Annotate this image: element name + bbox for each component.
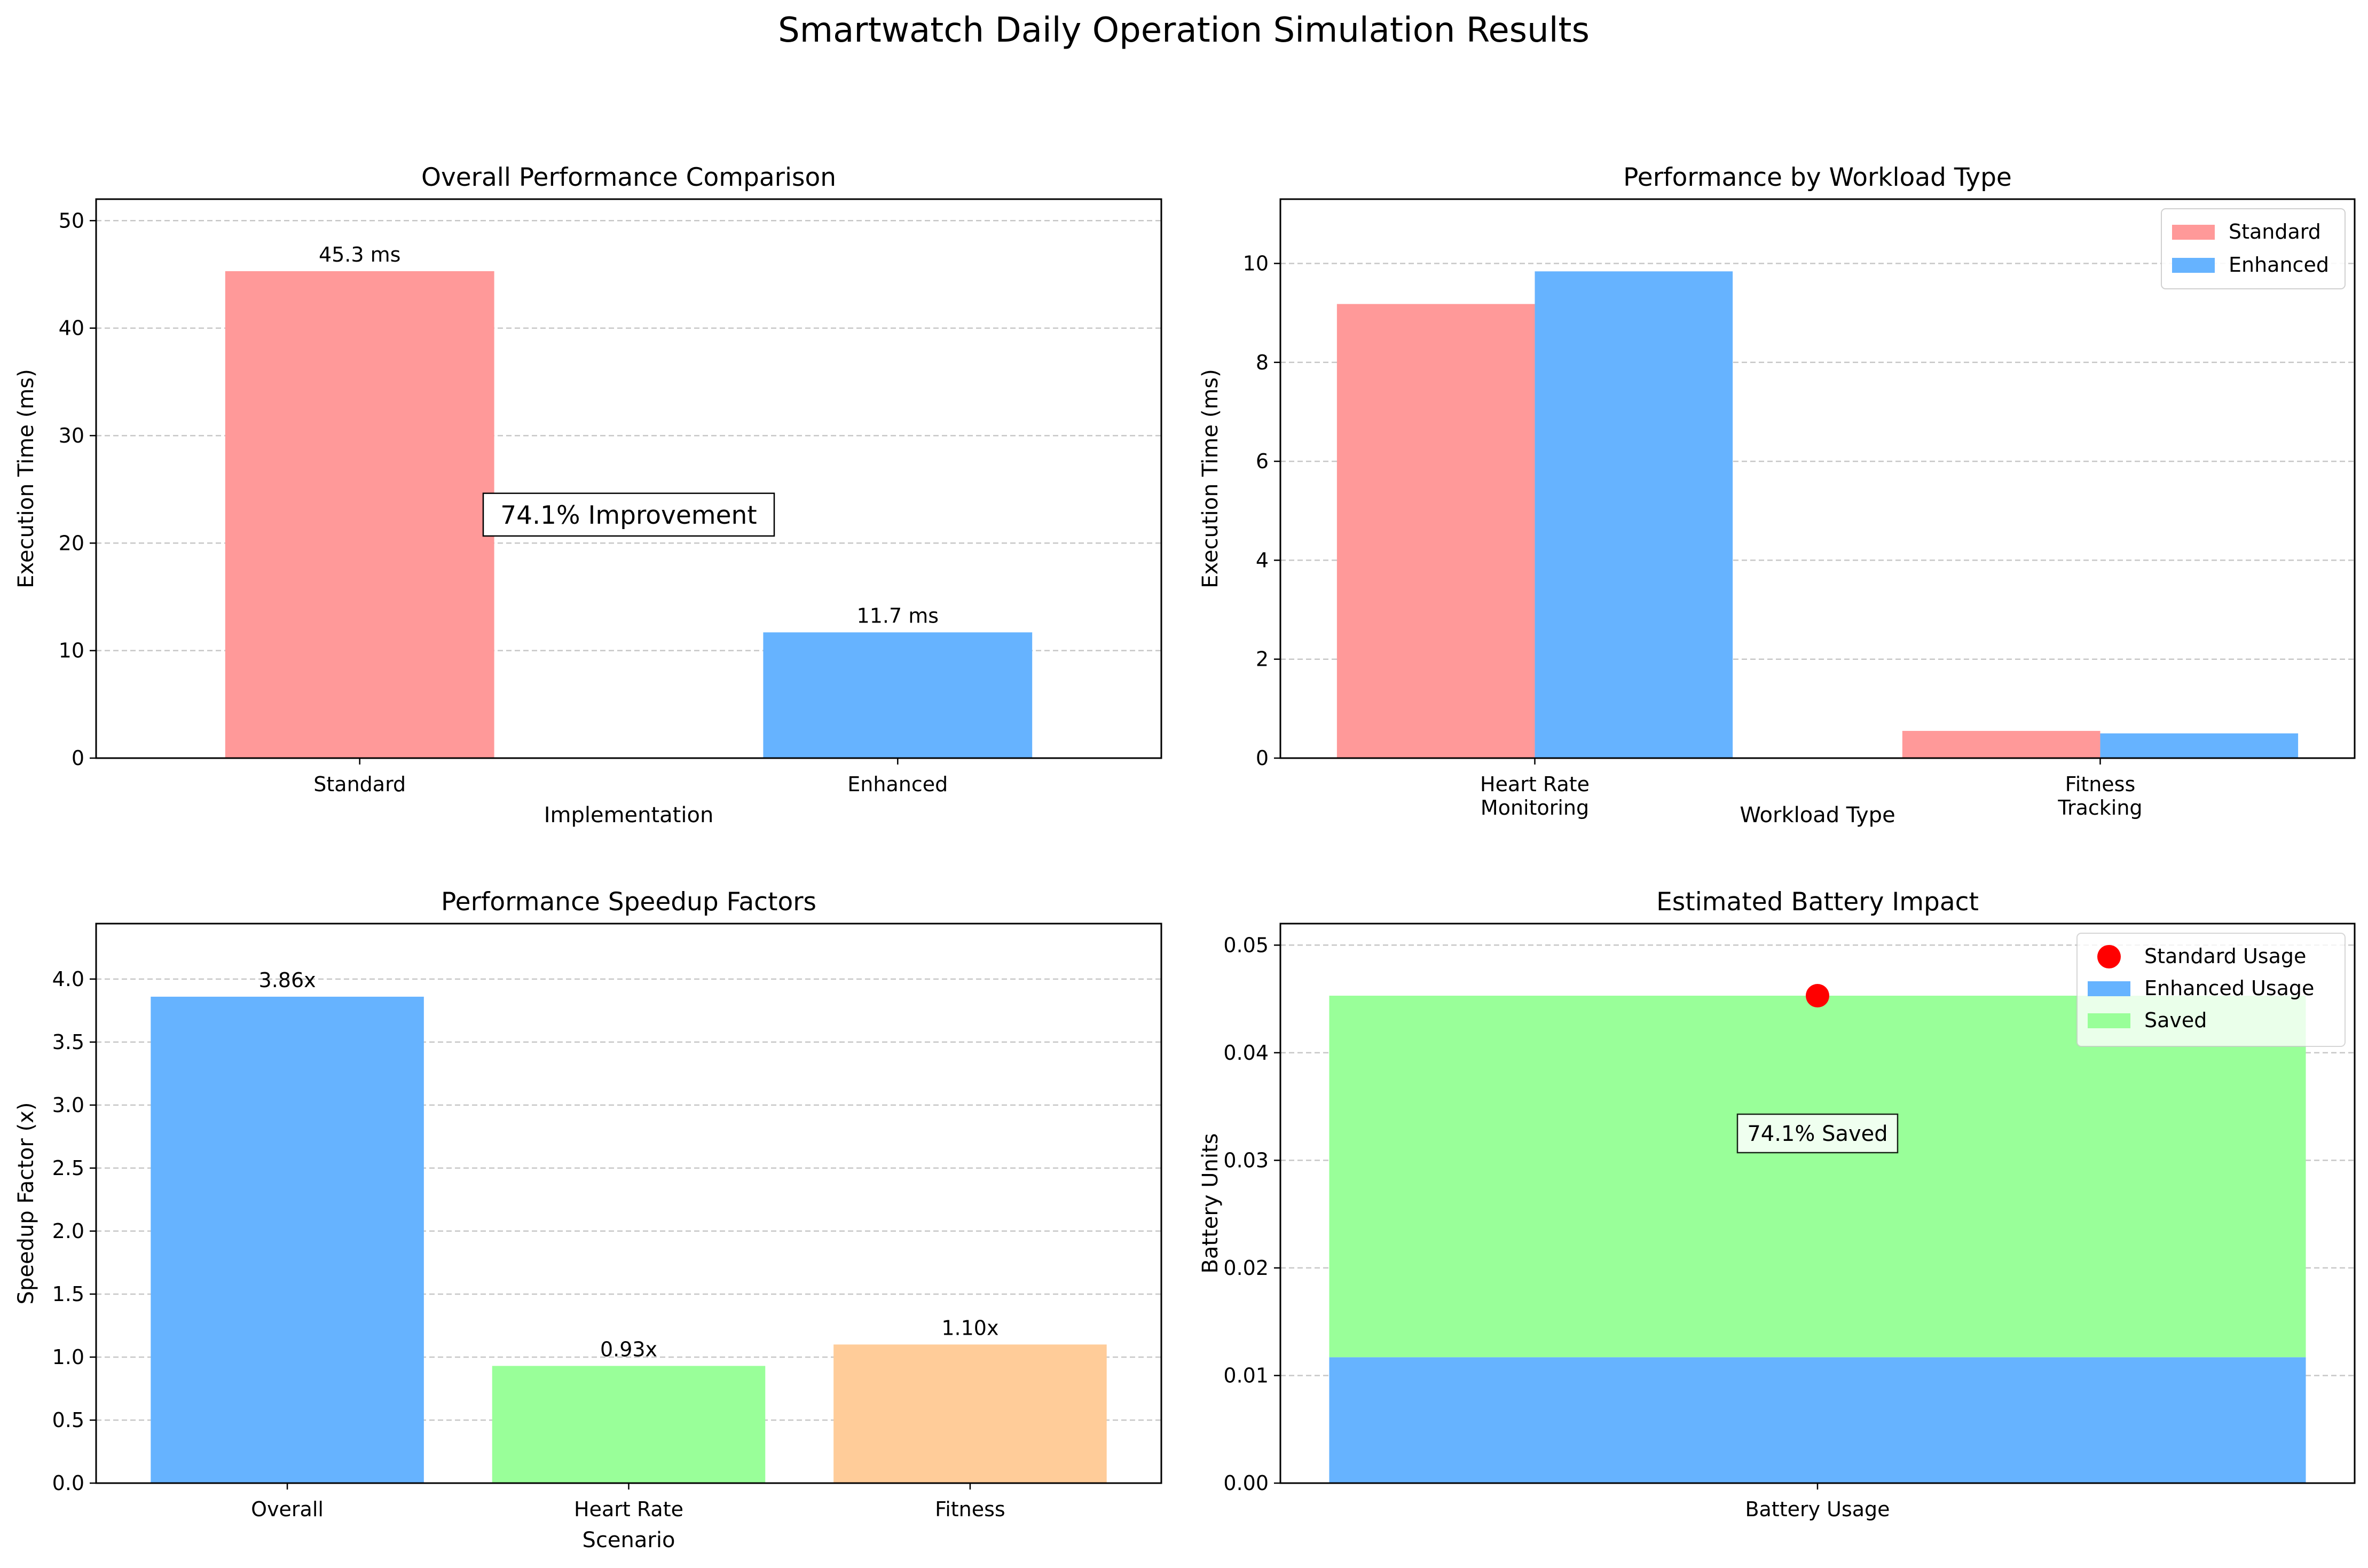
- overall-title: Overall Performance Comparison: [421, 163, 836, 192]
- overall-annotation-box: [482, 492, 775, 537]
- battery-legend-label: Enhanced Usage: [2144, 976, 2314, 1000]
- battery-legend-label: Standard Usage: [2144, 944, 2306, 968]
- speedup-bar: [833, 1344, 1107, 1483]
- overall-annotation: 74.1% Improvement: [500, 501, 757, 530]
- overall-xlabel: Implementation: [544, 803, 714, 828]
- workload-xtick-label: Monitoring: [1481, 796, 1589, 820]
- workload-legend-label: Standard: [2229, 220, 2321, 243]
- speedup-xlabel: Scenario: [583, 1528, 675, 1553]
- speedup-ytick-label: 2.5: [52, 1156, 84, 1180]
- workload-bar-enhanced: [2100, 733, 2299, 758]
- speedup-axes-frame: [95, 923, 1162, 1484]
- workload-bar-standard: [1902, 731, 2100, 758]
- workload-ytick-label: 6: [1256, 450, 1269, 473]
- workload-ytick-label: 10: [1243, 251, 1269, 275]
- speedup-ytick-label: 3.5: [52, 1030, 84, 1054]
- chart-workload: 0 2 4 6 8 10 Performance by Workload Type Execu…: [1198, 163, 2356, 828]
- chart-overall: 0 10 20 30 40 50 Overall Performance Compariso…: [14, 163, 1162, 828]
- workload-axes-frame: [1279, 198, 2356, 759]
- speedup-value-label: 1.10x: [941, 1316, 998, 1340]
- workload-xlabel: Workload Type: [1740, 803, 1895, 828]
- overall-ylabel: Execution Time (ms): [14, 369, 38, 588]
- speedup-bar: [492, 1366, 766, 1483]
- speedup-xtick-label: Overall: [251, 1498, 324, 1521]
- battery-annotation: 74.1% Saved: [1747, 1122, 1887, 1146]
- battery-title: Estimated Battery Impact: [1656, 887, 1979, 917]
- battery-annotation-box: [1736, 1113, 1899, 1154]
- speedup-ytick-label: 1.0: [52, 1345, 84, 1369]
- battery-ytick-label: 0.03: [1223, 1148, 1269, 1172]
- overall-bar: [763, 632, 1033, 758]
- overall-value-label: 11.7 ms: [857, 604, 939, 627]
- speedup-xtick-label: Fitness: [935, 1498, 1005, 1521]
- figure-title: Smartwatch Daily Operation Simulation Re…: [778, 11, 1590, 50]
- battery-bar-saved: [1329, 996, 2306, 1358]
- speedup-title: Performance Speedup Factors: [441, 887, 816, 917]
- battery-ytick-label: 0.00: [1223, 1471, 1269, 1495]
- workload-legend-swatch: [2172, 225, 2215, 240]
- workload-ytick-label: 2: [1256, 648, 1269, 671]
- speedup-value-label: 0.93x: [600, 1337, 657, 1361]
- battery-ytick-label: 0.02: [1223, 1256, 1269, 1280]
- overall-ytick-label: 40: [59, 317, 84, 340]
- speedup-ytick-label: 0.5: [52, 1408, 84, 1432]
- speedup-ytick-label: 1.5: [52, 1282, 84, 1306]
- chart-speedup: 0.0 0.5 1.0 1.5 2.0 2.5 3.0 3.5 4.0 Performance S…: [14, 887, 1162, 1553]
- battery-legend-label: Saved: [2144, 1008, 2207, 1032]
- battery-standard-usage-marker: [1806, 984, 1829, 1008]
- battery-ytick-label: 0.04: [1223, 1041, 1269, 1065]
- overall-xtick-label: Enhanced: [847, 773, 948, 796]
- battery-bar-enhanced-usage: [1329, 1357, 2306, 1483]
- workload-xtick-label: Tracking: [2057, 796, 2142, 820]
- speedup-ylabel: Speedup Factor (x): [14, 1102, 38, 1305]
- overall-ytick-label: 10: [59, 639, 84, 663]
- workload-bar-standard: [1336, 304, 1535, 758]
- speedup-xtick-label: Heart Rate: [574, 1498, 683, 1521]
- battery-legend-swatch: [2088, 1013, 2130, 1028]
- speedup-ytick-label: 0.0: [52, 1471, 84, 1495]
- speedup-value-label: 3.86x: [259, 968, 316, 992]
- speedup-ytick-label: 2.0: [52, 1219, 84, 1243]
- overall-ytick-label: 50: [59, 209, 84, 232]
- speedup-ytick-label: 3.0: [52, 1093, 84, 1117]
- workload-legend-swatch: [2172, 258, 2215, 273]
- workload-bar-enhanced: [1535, 271, 1733, 758]
- battery-legend-marker: [2097, 945, 2121, 968]
- battery-axes-frame: [1279, 923, 2356, 1484]
- overall-axes-frame: [95, 198, 1162, 759]
- overall-ytick-label: 30: [59, 424, 84, 447]
- workload-xtick-label: Fitness: [2065, 773, 2136, 796]
- battery-ytick-label: 0.05: [1223, 933, 1269, 957]
- battery-ylabel: Battery Units: [1198, 1133, 1223, 1273]
- battery-xtick-label: Battery Usage: [1745, 1498, 1890, 1521]
- workload-ytick-label: 4: [1256, 548, 1269, 572]
- workload-ytick-label: 8: [1256, 351, 1269, 374]
- chart-battery: 0.00 0.01 0.02 0.03 0.04 0.05 Estimated Batter…: [1198, 887, 2356, 1521]
- workload-ytick-label: 0: [1256, 746, 1269, 770]
- speedup-ytick-label: 4.0: [52, 967, 84, 991]
- workload-title: Performance by Workload Type: [1623, 163, 2012, 192]
- workload-legend-label: Enhanced: [2229, 253, 2329, 277]
- overall-ytick-label: 0: [72, 746, 84, 770]
- overall-bar: [225, 271, 494, 758]
- battery-legend-swatch: [2088, 981, 2130, 996]
- workload-xtick-label: Heart Rate: [1480, 773, 1590, 796]
- overall-ytick-label: 20: [59, 531, 84, 555]
- overall-value-label: 45.3 ms: [319, 243, 401, 266]
- speedup-bar: [151, 996, 424, 1483]
- battery-legend: [2076, 933, 2346, 1047]
- overall-xtick-label: Standard: [313, 773, 406, 796]
- battery-ytick-label: 0.01: [1223, 1364, 1269, 1387]
- workload-ylabel: Execution Time (ms): [1198, 369, 1223, 588]
